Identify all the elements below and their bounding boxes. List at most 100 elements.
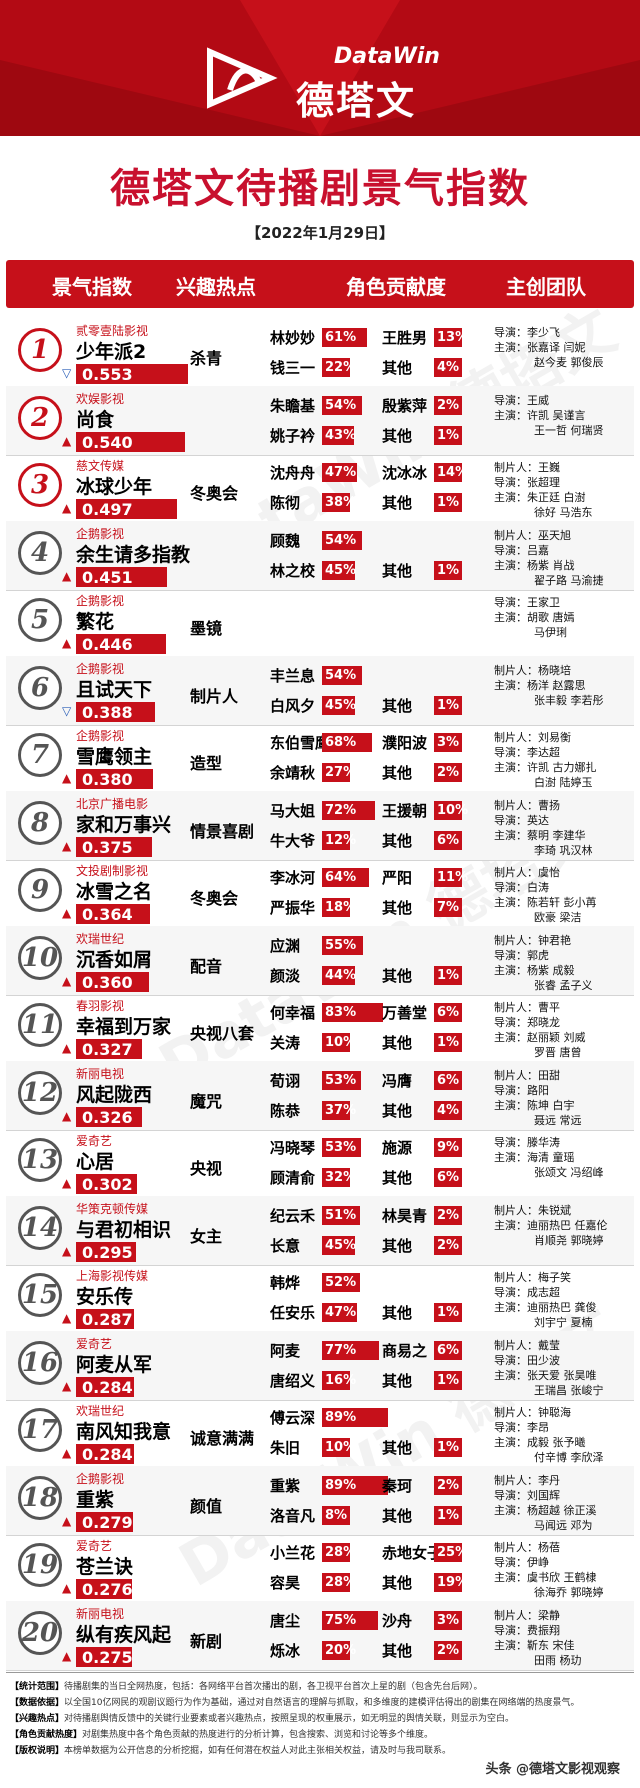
- hot-topic: 制片人: [190, 686, 239, 706]
- note-line: 【数据依据】以全国10亿网民的观剧议题行为作为基础，通过对自然语言的理解与抓取，…: [10, 1695, 579, 1708]
- role-name: 其他: [382, 1371, 413, 1390]
- role-name: 其他: [382, 1236, 413, 1255]
- role-share-bar: 22%: [322, 358, 356, 377]
- role-name: 朱旧: [270, 1439, 301, 1457]
- drama-title: 阿麦从军: [76, 1353, 153, 1376]
- role-name: 王胜男: [382, 329, 428, 347]
- role-share-bar: 45%: [322, 1235, 356, 1255]
- role-share-bar: 83%: [322, 1003, 383, 1022]
- crew-line: 主演：杨超越 徐正溪: [494, 1503, 597, 1517]
- rank-badge: 12: [18, 1070, 62, 1115]
- rank-badge: 9: [18, 868, 62, 912]
- score-bar: [76, 1579, 132, 1599]
- role-share-bar: 1%: [434, 695, 462, 715]
- drama-title: 且试天下: [76, 678, 153, 701]
- score-value: 0.451: [82, 567, 133, 587]
- company-name: 新丽电视: [76, 1066, 125, 1081]
- hot-topic: 冬奥会: [190, 484, 239, 503]
- role-name: 陈彻: [270, 494, 301, 512]
- role-share-bar: 1%: [434, 493, 462, 512]
- crew-line: 马闻远 邓为: [534, 1518, 593, 1532]
- crew-line: 导演：滕华涛: [494, 1136, 560, 1149]
- drama-title: 纵有疾风起: [76, 1623, 172, 1646]
- role-share-bar: 1%: [434, 560, 462, 580]
- crew-line: 翟子路 马渝捷: [534, 573, 604, 587]
- table-row: 15 上海影视传媒 安乐传 0.287 ▲ 韩烨 52% 任安乐 47% 其他 1% 制片人：梅子笑导…: [6, 1263, 634, 1333]
- table-row: 6 企鹅影视 且试天下 0.388 ▽ 制片人 丰兰息 54% 白风夕 45% 其他 1% 制片人：杨晓…: [6, 655, 634, 726]
- hot-topic: 情景喜剧: [190, 821, 255, 841]
- role-name: 荀诩: [270, 1071, 301, 1090]
- crew-line: 主演：迪丽热巴 任嘉伦: [494, 1218, 608, 1232]
- role-share-bar: 68%: [322, 733, 372, 752]
- score-bar: [76, 1511, 133, 1532]
- crew-line: 张丰毅 李若彤: [534, 693, 604, 707]
- crew-line: 主演：陈若轩 彭小苒: [494, 896, 597, 909]
- role-share-bar: 18%: [322, 898, 356, 917]
- company-name: 爱奇艺: [76, 1336, 113, 1351]
- trend-up-icon: ▲: [62, 1311, 72, 1325]
- score-bar: [76, 499, 177, 519]
- role-name: 容昊: [270, 1574, 301, 1592]
- role-name: 其他: [382, 1304, 413, 1322]
- table-row: 13 爱奇艺 心居 0.302 ▲ 央视 冯晓琴 53% 施源 9% 顾清俞 32% 其他 6% 导演：滕华…: [6, 1128, 634, 1198]
- crew-line: 马伊琍: [534, 626, 567, 639]
- score-bar: [76, 1444, 134, 1464]
- rank-badge: 7: [18, 733, 62, 777]
- crew-line: 主演：赵丽颖 刘威: [494, 1031, 586, 1044]
- role-share-bar: 8%: [322, 1505, 350, 1525]
- score-bar: [76, 634, 166, 654]
- role-name: 韩烨: [270, 1274, 301, 1292]
- drama-title: 余生请多指教: [76, 543, 191, 566]
- role-name: 马大姐: [270, 801, 316, 820]
- hot-topic: 造型: [190, 754, 223, 773]
- trend-up-icon: ▲: [62, 501, 72, 515]
- role-share-bar: 47%: [322, 463, 357, 482]
- score-value: 0.284: [82, 1377, 133, 1397]
- role-share-bar: 89%: [322, 1475, 388, 1495]
- row-divider: [6, 994, 634, 996]
- drama-title: 南风知我意: [76, 1421, 172, 1443]
- role-name: 王援朝: [382, 801, 428, 820]
- role-share-bar: 3%: [434, 1610, 462, 1630]
- crew-line: 导演：郑晓龙: [494, 1016, 560, 1029]
- crew-line: 罗晋 唐曾: [534, 1046, 582, 1059]
- note-label: 【角色贡献热度】: [10, 1730, 83, 1740]
- crew-line: 李琦 巩汉林: [534, 843, 593, 857]
- score-value: 0.327: [82, 1040, 133, 1059]
- score-value: 0.276: [82, 1580, 133, 1599]
- role-share-bar: 38%: [322, 493, 356, 512]
- role-share-bar: 2%: [434, 1475, 462, 1495]
- trend-up-icon: ▲: [62, 1108, 72, 1123]
- rank-badge: 15: [18, 1273, 62, 1317]
- role-name: 李冰河: [270, 869, 316, 887]
- crew-line: 导演：李达超: [494, 746, 560, 759]
- role-share-bar: 11%: [434, 868, 468, 887]
- drama-title: 少年派2: [76, 341, 147, 363]
- hot-topic: 颜值: [190, 1496, 223, 1516]
- role-name: 林之校: [270, 561, 316, 580]
- hot-topic: 魔咒: [190, 1091, 223, 1111]
- role-name: 赤地女子: [382, 1544, 443, 1562]
- crew-line: 张睿 孟子义: [534, 978, 593, 992]
- role-share-bar: 53%: [322, 1070, 361, 1090]
- role-name: 严阳: [382, 869, 413, 887]
- crew-line: 主演：杨紫 肖战: [494, 558, 575, 572]
- rank-badge: 18: [18, 1475, 62, 1520]
- hot-topic: 冬奥会: [190, 889, 239, 908]
- trend-up-icon: ▲: [62, 1648, 72, 1663]
- role-name: 其他: [382, 696, 413, 715]
- company-name: 企鹅影视: [76, 661, 125, 676]
- crew-line: 制片人：朱锐斌: [494, 1203, 571, 1217]
- crew-line: 导演：白涛: [494, 881, 549, 894]
- score-bar: [76, 836, 152, 857]
- role-share-bar: 1%: [434, 425, 462, 445]
- role-share-bar: 43%: [322, 425, 356, 445]
- company-name: 爱奇艺: [76, 1134, 113, 1148]
- role-name: 商易之: [382, 1341, 428, 1360]
- role-share-bar: 1%: [434, 965, 462, 985]
- role-name: 洛音凡: [270, 1506, 316, 1525]
- trend-up-icon: ▲: [62, 906, 72, 920]
- role-share-bar: 54%: [322, 530, 362, 550]
- role-share-bar: 72%: [322, 800, 375, 820]
- trend-up-icon: ▲: [62, 636, 72, 650]
